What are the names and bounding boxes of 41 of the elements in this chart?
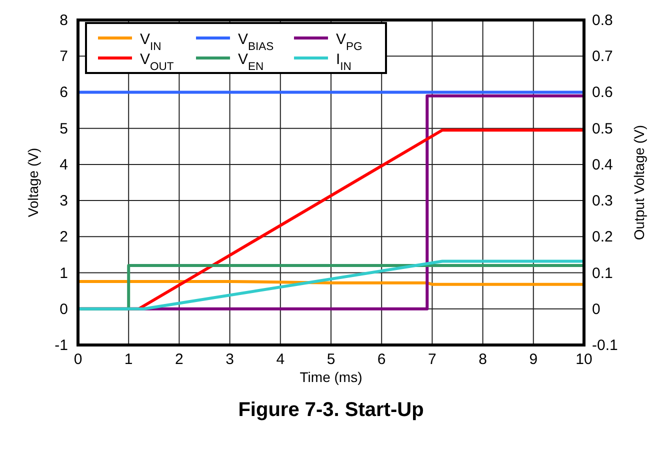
- x-tick-label: 7: [428, 351, 436, 368]
- y2-tick-label: 0.4: [592, 156, 613, 174]
- x-tick-label: 8: [478, 351, 487, 368]
- y2-axis-title: Output Voltage (V): [631, 124, 647, 240]
- y-tick-label: 7: [60, 48, 68, 66]
- text: Figure 7-3. Start-Up: [238, 399, 424, 421]
- x-tick-label: 1: [124, 351, 133, 368]
- legend-label: V$_{EN}$: [238, 51, 264, 73]
- x-tick-label: 3: [226, 351, 234, 368]
- y-tick-label: 2: [60, 228, 68, 246]
- y2-tick-label: 0.6: [592, 84, 613, 102]
- x-tick-label: 5: [326, 351, 336, 368]
- x-tick-label: 9: [529, 351, 538, 368]
- legend-label: V$_{BIAS}$: [238, 31, 274, 53]
- y2-tick-label: -0.1: [592, 337, 618, 354]
- y2-tick-label: 0.3: [592, 192, 613, 210]
- y-tick-label: 8: [60, 12, 68, 29]
- x-tick-label: 6: [377, 351, 386, 368]
- y2-tick-label: 0.7: [592, 48, 613, 66]
- x-tick-label: 2: [175, 351, 184, 368]
- y-axis-title: Voltage (V): [25, 148, 41, 218]
- y-tick-label: 4: [60, 156, 68, 174]
- y-tick-label: 6: [60, 84, 68, 102]
- y-tick-label: 0: [60, 300, 68, 318]
- x-tick-label: 0: [74, 351, 82, 368]
- y2-tick-label: 0: [592, 300, 600, 318]
- y2-tick-label: 0.2: [592, 228, 613, 246]
- legend-label: V$_{PG}$: [336, 31, 362, 53]
- x-tick-label: 4: [276, 351, 285, 368]
- x-tick-label: 10: [576, 351, 592, 368]
- legend-label: V$_{IN}$: [140, 31, 162, 53]
- legend-label: I$_{IN}$: [336, 51, 352, 73]
- legend-label: V$_{OUT}$: [140, 51, 174, 73]
- y-tick-label: 5: [60, 120, 68, 138]
- y2-tick-label: 0.1: [592, 264, 613, 282]
- y2-tick-label: 0.5: [592, 120, 613, 138]
- y2-tick-label: 0.8: [592, 12, 613, 29]
- y-tick-label: 1: [60, 264, 68, 282]
- y-tick-label: 3: [60, 192, 68, 210]
- x-axis-title: Time (ms): [300, 369, 362, 385]
- y-tick-label: -1: [54, 337, 68, 354]
